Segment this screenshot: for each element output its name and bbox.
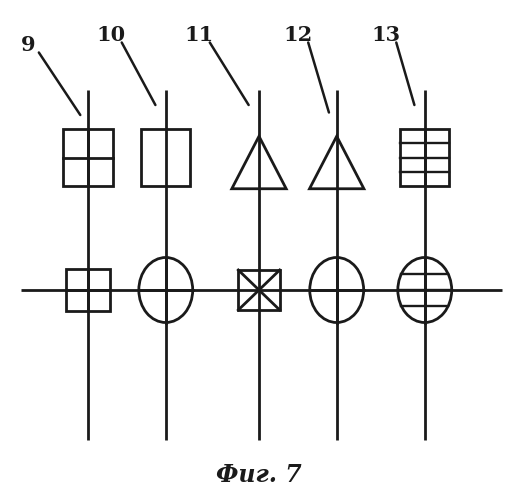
Bar <box>66 269 110 311</box>
Bar <box>141 128 191 186</box>
Text: 12: 12 <box>283 25 312 45</box>
Bar <box>400 128 449 186</box>
Text: 13: 13 <box>371 25 400 45</box>
Text: 10: 10 <box>97 25 126 45</box>
Text: Фиг. 7: Фиг. 7 <box>216 463 302 487</box>
Bar <box>238 270 280 310</box>
Text: 9: 9 <box>21 35 36 55</box>
Text: 11: 11 <box>185 25 214 45</box>
Bar <box>64 128 113 186</box>
